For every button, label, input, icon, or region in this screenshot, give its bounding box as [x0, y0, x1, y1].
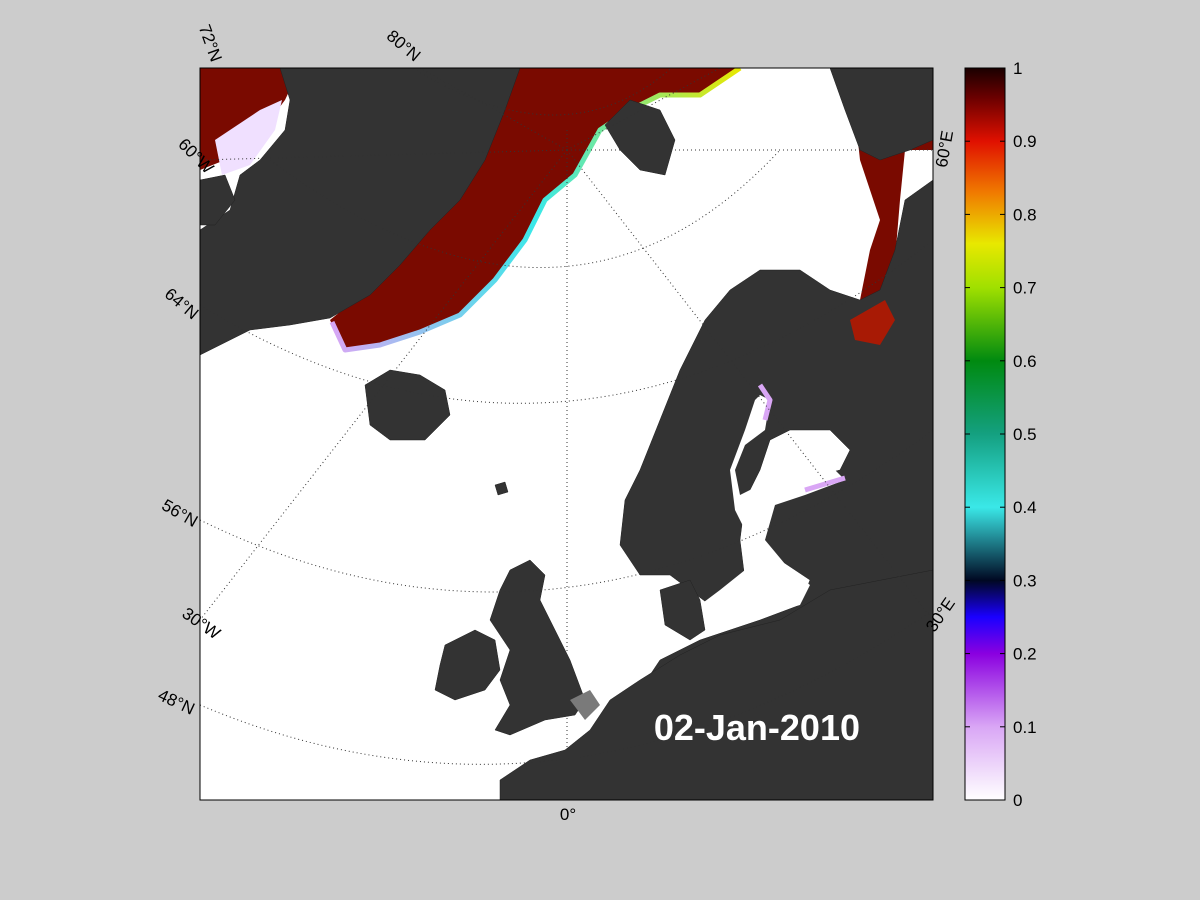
graticule: [200, 68, 933, 800]
lat-label: 80°N: [383, 26, 424, 65]
europe-mainland: [499, 569, 933, 800]
sea-ice: [330, 68, 740, 350]
lon-label: 0°: [560, 805, 576, 824]
meridian: [566, 68, 721, 151]
colorbar-tick-label: 0: [1013, 791, 1022, 810]
russia-north: [829, 68, 933, 161]
colorbar-tick-label: 0.8: [1013, 205, 1037, 224]
parallel: [200, 429, 933, 593]
ireland: [434, 629, 501, 701]
ice-margin: [215, 100, 282, 175]
lat-label: 72°N: [195, 22, 226, 64]
colorbar: 0 0.1 0.2 0.3 0.4 0.5 0.6 0.7 0.8 0.9 1: [964, 59, 1037, 810]
white-sea-ice: [850, 300, 895, 345]
meridian: [200, 149, 568, 621]
colorbar-tick-label: 0.7: [1013, 279, 1037, 298]
greenland: [200, 68, 521, 356]
lon-label: 60°E: [932, 129, 957, 169]
iceland: [364, 369, 451, 441]
colorbar-tick-label: 0.2: [1013, 645, 1037, 664]
great-britain: [489, 559, 586, 736]
colorbar-tick-label: 0.1: [1013, 718, 1037, 737]
map-frame: [199, 67, 934, 801]
shallow-water: [570, 690, 600, 720]
lat-label: 64°N: [161, 284, 202, 323]
lat-label: 48°N: [155, 685, 197, 718]
colorbar-tick-label: 1: [1013, 59, 1022, 78]
map: 02-Jan-2010: [200, 68, 933, 800]
colorbar-tick-label: 0.3: [1013, 571, 1037, 590]
colorbar-tick-label: 0.6: [1013, 352, 1037, 371]
baltic-ice-edge: [757, 383, 846, 493]
meridian: [566, 149, 933, 621]
lat-label: 56°N: [159, 496, 201, 531]
svalbard: [604, 99, 676, 176]
colorbar-tick-label: 0.4: [1013, 498, 1037, 517]
ice-edge: [329, 68, 742, 353]
colorbar-scale: [964, 67, 1006, 801]
baltic-sea: [700, 395, 845, 625]
faroe: [494, 481, 509, 496]
baffin: [200, 174, 236, 226]
denmark: [659, 579, 706, 641]
colorbar-tick-label: 0.9: [1013, 132, 1037, 151]
colorbar-tick-label: 0.5: [1013, 425, 1037, 444]
meridian: [419, 68, 568, 151]
date-label: 02-Jan-2010: [654, 707, 860, 748]
